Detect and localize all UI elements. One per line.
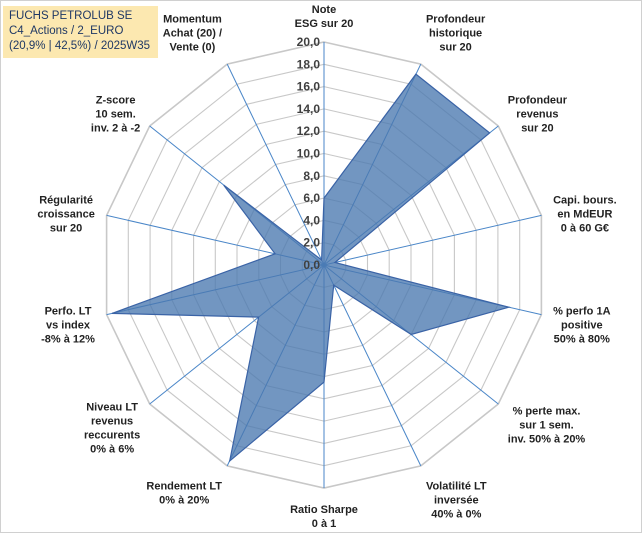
axis-label-line: revenus: [516, 108, 558, 120]
axis-label-line: positive: [561, 320, 603, 332]
axis-label-line: historique: [429, 27, 482, 39]
axis-label-line: 10 sem.: [95, 108, 135, 120]
tick-label: 2,0: [303, 236, 320, 250]
axis-label-line: 0 à 60 G€: [561, 222, 609, 234]
tick-label: 20,0: [297, 35, 321, 49]
axis-label: Momentum Achat (20) / Vente (0): [163, 13, 222, 53]
axis-label-line: Rendement LT: [146, 481, 222, 493]
chart-header: FUCHS PETROLUB SE C4_Actions / 2_EURO (2…: [3, 6, 158, 58]
axis-label-line: ESG sur 20: [295, 18, 354, 30]
series-area: [111, 73, 512, 463]
axis-labels: Note ESG sur 20 Profondeur historique sur 20…: [37, 4, 616, 530]
axis-label: Perfo. LT vs index -8% à 12%: [41, 306, 95, 346]
axis-label-line: Perfo. LT: [45, 306, 92, 318]
axis-label-line: % perte max.: [513, 406, 581, 418]
axis-label-line: 40% à 0%: [431, 509, 481, 521]
tick-label: 16,0: [297, 80, 321, 94]
axis-label-line: 0 à 1: [312, 518, 336, 530]
axis-label-line: Profondeur: [426, 13, 486, 25]
axis-label-line: Volatilité LT: [426, 481, 487, 493]
axis-label: Profondeur revenus sur 20: [508, 94, 568, 134]
axis-label-line: Régularité: [39, 194, 93, 206]
axis-label-line: inversée: [434, 495, 479, 507]
axis-label-line: Vente (0): [169, 41, 215, 53]
axis-label-line: sur 20: [439, 41, 471, 53]
axis-label-line: sur 20: [521, 122, 553, 134]
tick-label: 4,0: [303, 213, 320, 227]
axis-label-line: sur 1 sem.: [519, 420, 573, 432]
axis-label: Régularité croissance sur 20: [37, 194, 94, 234]
tick-label: 14,0: [297, 102, 321, 116]
axis-label: Ratio Sharpe 0 à 1: [290, 504, 358, 530]
axis-label-line: reccurents: [84, 430, 140, 442]
axis-label-line: croissance: [37, 208, 94, 220]
axis-label: % perte max. sur 1 sem. inv. 50% à 20%: [508, 406, 586, 446]
axis-label: Capi. bours. en MdEUR 0 à 60 G€: [553, 194, 617, 234]
axis-label-line: revenus: [91, 416, 133, 428]
company-name: FUCHS PETROLUB SE: [9, 10, 133, 22]
axis-label: % perfo 1A positive 50% à 80%: [553, 306, 611, 346]
axis-spoke: [226, 63, 325, 266]
category-label: C4_Actions / 2_EURO: [9, 25, 124, 37]
tick-label: 18,0: [297, 57, 321, 71]
tick-label: 0,0: [303, 258, 320, 272]
axis-label-line: Capi. bours.: [553, 194, 617, 206]
radial-tick-labels: 0,0 2,0 4,0 6,0 8,0 10,0 12,0 14,0 16,0 18,0 20,0: [297, 35, 321, 272]
score-summary: (20,9% | 42,5%) / 2025W35: [9, 40, 151, 52]
axis-label: Rendement LT 0% à 20%: [146, 481, 222, 507]
axis-label-line: en MdEUR: [557, 208, 612, 220]
axis-spoke: [323, 264, 422, 467]
tick-label: 8,0: [303, 169, 320, 183]
axis-label: Z-score 10 sem. inv. 2 à -2: [91, 94, 140, 134]
axis-label: Niveau LT revenus reccurents 0% à 6%: [84, 402, 140, 456]
axis-label-line: 0% à 20%: [159, 495, 209, 507]
axis-label-line: -8% à 12%: [41, 334, 95, 346]
axis-label-line: Achat (20) /: [163, 27, 222, 39]
axis-spoke: [323, 214, 542, 266]
tick-label: 12,0: [297, 124, 321, 138]
axis-label-line: Profondeur: [508, 94, 568, 106]
tick-label: 6,0: [303, 191, 320, 205]
axis-label-line: inv. 50% à 20%: [508, 434, 586, 446]
axis-label-line: 50% à 80%: [554, 334, 610, 346]
axis-label-line: 0% à 6%: [90, 444, 134, 456]
axis-label-line: Note: [312, 4, 336, 16]
axis-label-line: % perfo 1A: [553, 306, 611, 318]
axis-label: Profondeur historique sur 20: [426, 13, 486, 53]
axis-label-line: inv. 2 à -2: [91, 122, 140, 134]
axis-label-line: Z-score: [96, 94, 136, 106]
axis-label: Volatilité LT inversée 40% à 0%: [426, 481, 487, 521]
series-layer: [111, 73, 512, 463]
axis-label-line: Ratio Sharpe: [290, 504, 358, 516]
axis-label-line: Niveau LT: [86, 402, 138, 414]
axis-label: Note ESG sur 20: [295, 4, 354, 30]
axis-label-line: sur 20: [50, 222, 82, 234]
tick-label: 10,0: [297, 147, 321, 161]
axis-label-line: vs index: [46, 320, 91, 332]
axis-label-line: Momentum: [163, 13, 222, 25]
